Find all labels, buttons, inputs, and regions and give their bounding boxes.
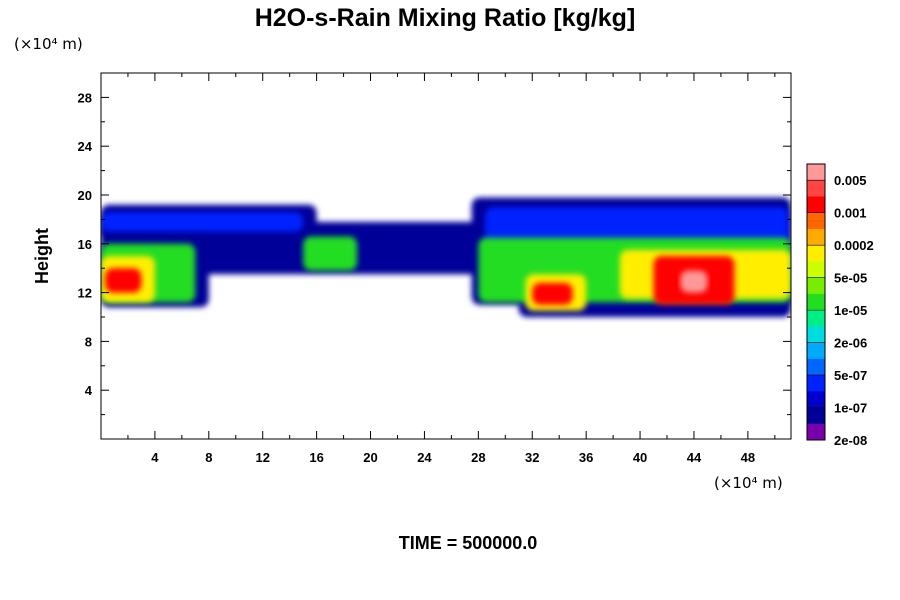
field-region-5 [101,212,304,232]
field-region-15 [105,268,142,293]
rain-field [101,197,791,317]
colorbar-swatch [807,358,825,376]
colorbar-label: 2e-06 [834,336,867,351]
colorbar-swatch [807,342,825,360]
x-tick-label: 16 [309,450,323,465]
colorbar-label: 5e-07 [834,368,867,383]
y-tick-label: 8 [85,334,92,349]
colorbar-swatch [807,164,825,181]
colorbar-swatch [807,245,825,262]
x-tick-label: 28 [471,450,485,465]
colorbar-swatch [807,407,825,425]
colorbar-swatch [807,423,825,441]
colorbar-swatch [807,212,825,230]
x-tick-label: 40 [633,450,647,465]
y-axis-title: Height [32,228,52,284]
x-tick-label: 12 [255,450,269,465]
x-tick-label: 8 [205,450,212,465]
x-tick-label: 20 [363,450,377,465]
colorbar-swatch [807,228,825,246]
x-axis-unit: (×10⁴ m) [714,474,783,492]
y-axis: 4 8 12 16 20 24 28 [78,90,791,416]
field-region-8 [303,236,358,271]
colorbar-label: 1e-07 [834,401,867,416]
colorbar-swatch [807,277,825,295]
colorbar-swatch [807,293,825,311]
colorbar-label: 0.005 [834,173,867,188]
y-tick-label: 16 [78,237,92,252]
colorbar-swatch [807,310,825,327]
colorbar-swatch [807,196,825,214]
x-tick-label: 32 [525,450,539,465]
colorbar-swatch [807,375,825,392]
colorbar: 0.005 0.001 0.0002 5e-05 1e-05 2e-06 5e-07 1e-0… [806,163,874,448]
colorbar-label: 0.0002 [834,238,874,253]
y-tick-label: 28 [78,90,92,105]
colorbar-swatch [807,261,825,278]
x-axis: 4 8 12 16 20 24 28 32 36 40 44 48 [127,73,776,465]
colorbar-label: 0.001 [834,206,867,221]
x-tick-label: 36 [579,450,593,465]
x-tick-label: 24 [417,450,432,465]
colorbar-swatch [807,326,825,343]
time-label: TIME = 500000.0 [399,533,538,553]
y-tick-label: 12 [78,286,92,301]
x-tick-label: 4 [151,450,159,465]
y-tick-label: 24 [78,139,93,154]
chart-title: H2O-s-Rain Mixing Ratio [kg/kg] [255,4,636,32]
colorbar-swatch [807,180,825,197]
field-region-16 [680,270,708,293]
y-axis-unit: (×10⁴ m) [14,35,83,53]
y-tick-label: 4 [85,383,93,398]
plot-frame [100,72,792,440]
x-tick-label: 44 [687,450,702,465]
colorbar-swatch [807,391,825,408]
x-tick-label: 48 [741,450,755,465]
field-region-14 [532,282,573,305]
colorbar-label: 1e-05 [834,303,867,318]
colorbar-label: 5e-05 [834,271,867,286]
colorbar-label: 2e-08 [834,433,867,448]
y-tick-label: 20 [78,188,92,203]
